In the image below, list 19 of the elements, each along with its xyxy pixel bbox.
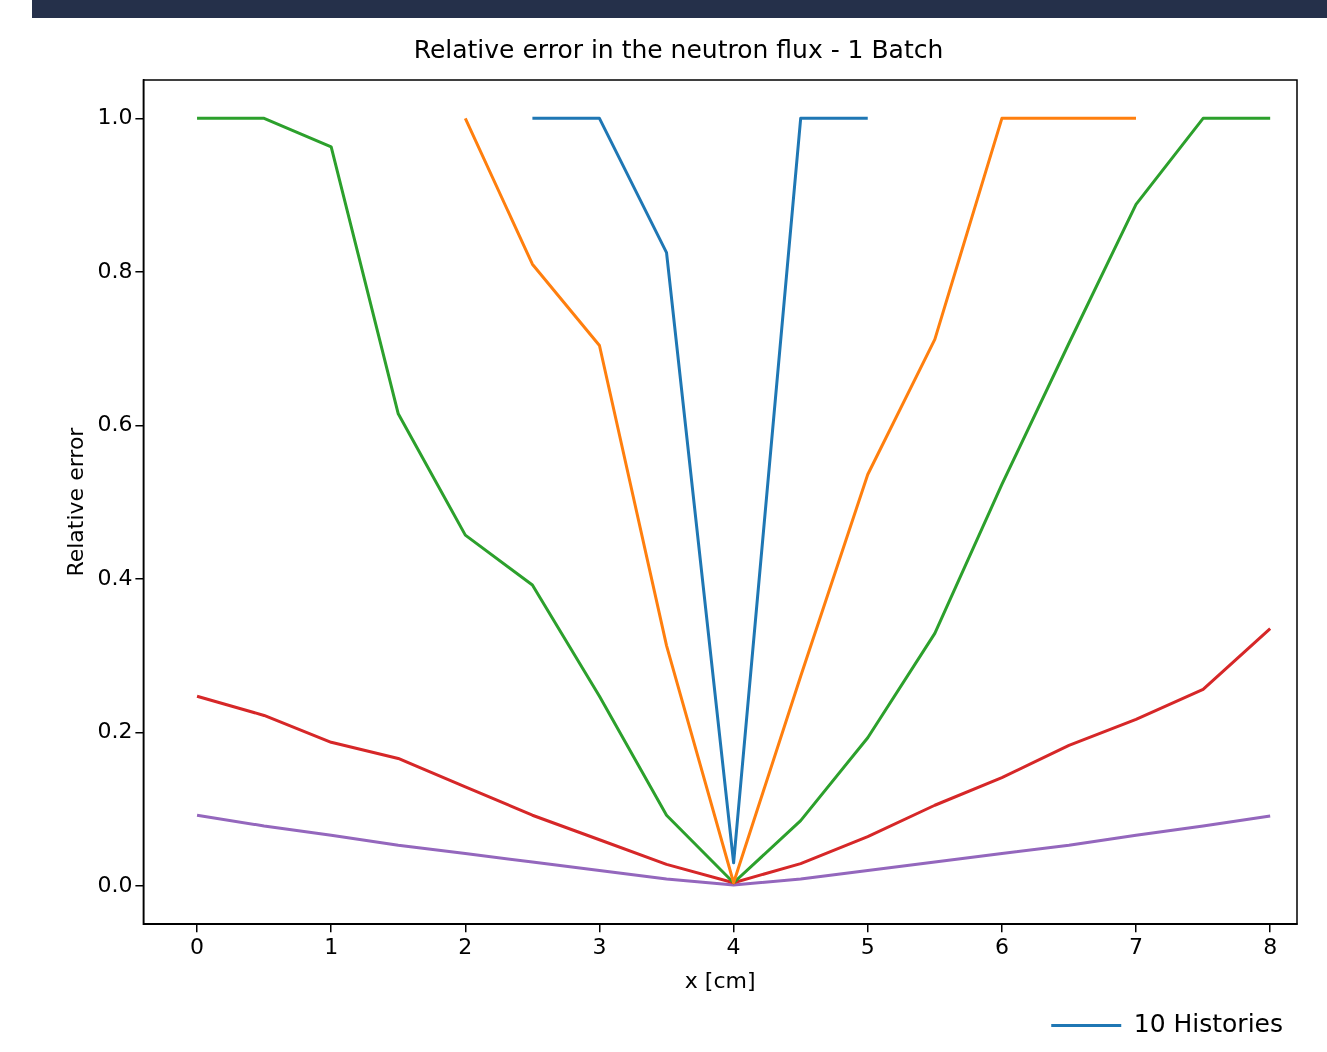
x-tick-label: 7 [1129, 934, 1144, 960]
x-tick-label: 6 [994, 934, 1009, 960]
y-tick-label: 0.8 [97, 257, 133, 283]
y-tick-label: 1.0 [97, 104, 133, 130]
x-tick-label: 0 [190, 934, 205, 960]
x-tick-label: 4 [726, 934, 741, 960]
x-tick-label: 2 [458, 934, 473, 960]
x-tick-label: 8 [1263, 934, 1278, 960]
x-tick-label: 1 [324, 934, 339, 960]
y-tick-label: 0.2 [97, 718, 133, 744]
y-axis-title: Relative error [62, 426, 88, 577]
x-tick-label: 5 [860, 934, 875, 960]
y-tick-label: 0.0 [97, 871, 133, 897]
x-axis-title: x [cm] [684, 967, 756, 993]
chart-title: Relative error in the neutron flux - 1 Batch [413, 34, 944, 64]
legend-label: 10 Histories [1133, 1009, 1284, 1038]
y-tick-label: 0.4 [97, 564, 133, 590]
y-tick-label: 0.6 [97, 411, 133, 437]
x-tick-label: 3 [592, 934, 607, 960]
